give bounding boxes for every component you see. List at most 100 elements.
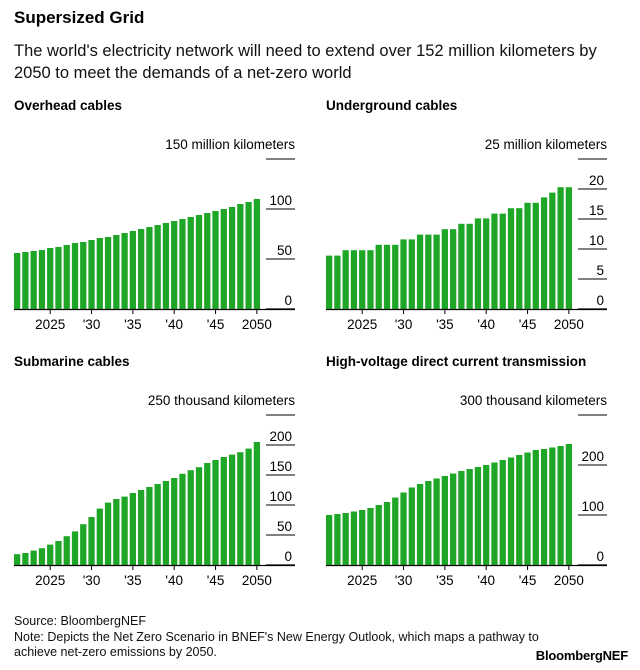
bar-2047 <box>228 207 236 309</box>
y-tick-label: 50 <box>277 519 292 534</box>
x-tick-label: 2050 <box>242 573 272 588</box>
bar-2034 <box>121 496 128 565</box>
bar-2022 <box>22 252 29 309</box>
bar-2049 <box>557 187 564 309</box>
bar-2039 <box>474 218 482 309</box>
y-tick-label: 0 <box>596 549 604 564</box>
x-tick-label: '45 <box>519 317 537 332</box>
bar-2027 <box>63 536 70 565</box>
bar-2038 <box>466 223 473 309</box>
bar-2036 <box>450 473 457 565</box>
bar-2022 <box>22 553 29 565</box>
chart-svg: High-voltage direct current transmission… <box>326 354 607 588</box>
bar-2032 <box>104 237 112 309</box>
bar-2044 <box>204 213 211 309</box>
x-tick-label: '40 <box>165 317 183 332</box>
bar-2027 <box>63 245 70 309</box>
bar-2044 <box>204 463 211 565</box>
x-tick-label: '30 <box>395 317 413 332</box>
bar-2046 <box>532 202 539 309</box>
x-tick-label: 2025 <box>347 573 377 588</box>
bar-2039 <box>474 467 482 565</box>
bar-2036 <box>138 490 145 565</box>
bar-2045 <box>212 211 219 309</box>
bar-2042 <box>187 217 194 309</box>
bar-2021 <box>326 515 333 565</box>
y-tick-label: 150 <box>269 459 292 474</box>
bar-2041 <box>491 462 498 565</box>
y-tick-label: 10 <box>589 233 604 248</box>
bar-2043 <box>507 457 515 565</box>
y-tick-label: 200 <box>581 449 604 464</box>
bar-2046 <box>532 450 539 565</box>
x-tick-label: '40 <box>165 573 183 588</box>
bar-2036 <box>138 229 145 309</box>
bar-2029 <box>392 497 399 565</box>
panel-overhead-cables: Overhead cables 150 million kilometers 0 50… <box>14 97 314 337</box>
bar-2047 <box>540 197 548 309</box>
x-tick-label: '45 <box>519 573 537 588</box>
y-tick-label: 0 <box>284 549 292 564</box>
bar-2042 <box>187 470 194 565</box>
bar-2044 <box>516 455 523 565</box>
bar-2038 <box>154 484 161 565</box>
bar-2042 <box>499 460 506 565</box>
x-tick-label: 2025 <box>347 317 377 332</box>
panel-hvdc-transmission: High-voltage direct current transmission… <box>326 353 626 593</box>
unit-label: 150 million kilometers <box>165 137 295 152</box>
bar-2043 <box>195 215 203 309</box>
bar-2030 <box>400 239 407 309</box>
bar-2025 <box>359 510 366 565</box>
bar-2040 <box>483 465 490 565</box>
bar-2024 <box>350 250 358 309</box>
bar-2040 <box>483 218 490 309</box>
bar-2047 <box>228 454 236 565</box>
bar-2040 <box>171 478 178 565</box>
bar-2023 <box>342 513 349 565</box>
bar-2041 <box>491 213 498 309</box>
bar-2037 <box>458 223 465 309</box>
source-text: Source: BloombergNEF <box>14 614 147 628</box>
bar-2049 <box>557 446 564 565</box>
bar-2033 <box>425 234 432 309</box>
bar-2026 <box>55 247 62 309</box>
bar-2025 <box>47 544 54 565</box>
x-tick-label: 2025 <box>35 317 65 332</box>
bar-2045 <box>524 202 531 309</box>
y-tick-label: 20 <box>589 173 604 188</box>
panel-title: Underground cables <box>326 98 457 113</box>
bar-2049 <box>245 448 252 565</box>
bar-2025 <box>47 248 54 309</box>
chart-title: Supersized Grid <box>14 8 145 27</box>
bar-2034 <box>433 478 440 565</box>
bar-2050 <box>565 444 572 565</box>
bar-2043 <box>195 467 203 565</box>
bar-2038 <box>466 469 473 565</box>
bar-2021 <box>14 253 21 309</box>
chart-svg: Submarine cables 250 thousand kilometers 0… <box>14 354 295 588</box>
x-tick-label: '45 <box>207 573 225 588</box>
y-tick-label: 0 <box>284 293 292 308</box>
bar-2031 <box>408 487 415 565</box>
x-tick-label: 2050 <box>554 317 584 332</box>
bar-2046 <box>220 457 227 565</box>
bar-2033 <box>113 499 120 565</box>
bar-2046 <box>220 209 227 309</box>
unit-label: 25 million kilometers <box>485 137 608 152</box>
bar-2028 <box>383 502 391 565</box>
x-tick-label: '35 <box>436 573 454 588</box>
x-tick-label: '30 <box>83 573 101 588</box>
bar-2022 <box>334 514 341 565</box>
bar-2048 <box>549 192 556 309</box>
bar-2030 <box>88 517 95 565</box>
bar-2050 <box>253 442 260 565</box>
bar-2050 <box>253 199 260 309</box>
bar-2042 <box>499 213 506 309</box>
bar-2032 <box>416 484 424 565</box>
bar-2023 <box>30 251 37 309</box>
x-tick-label: '30 <box>83 317 101 332</box>
y-tick-label: 200 <box>269 429 292 444</box>
x-tick-label: 2050 <box>242 317 272 332</box>
y-tick-label: 100 <box>269 193 292 208</box>
panel-title: Overhead cables <box>14 98 122 113</box>
